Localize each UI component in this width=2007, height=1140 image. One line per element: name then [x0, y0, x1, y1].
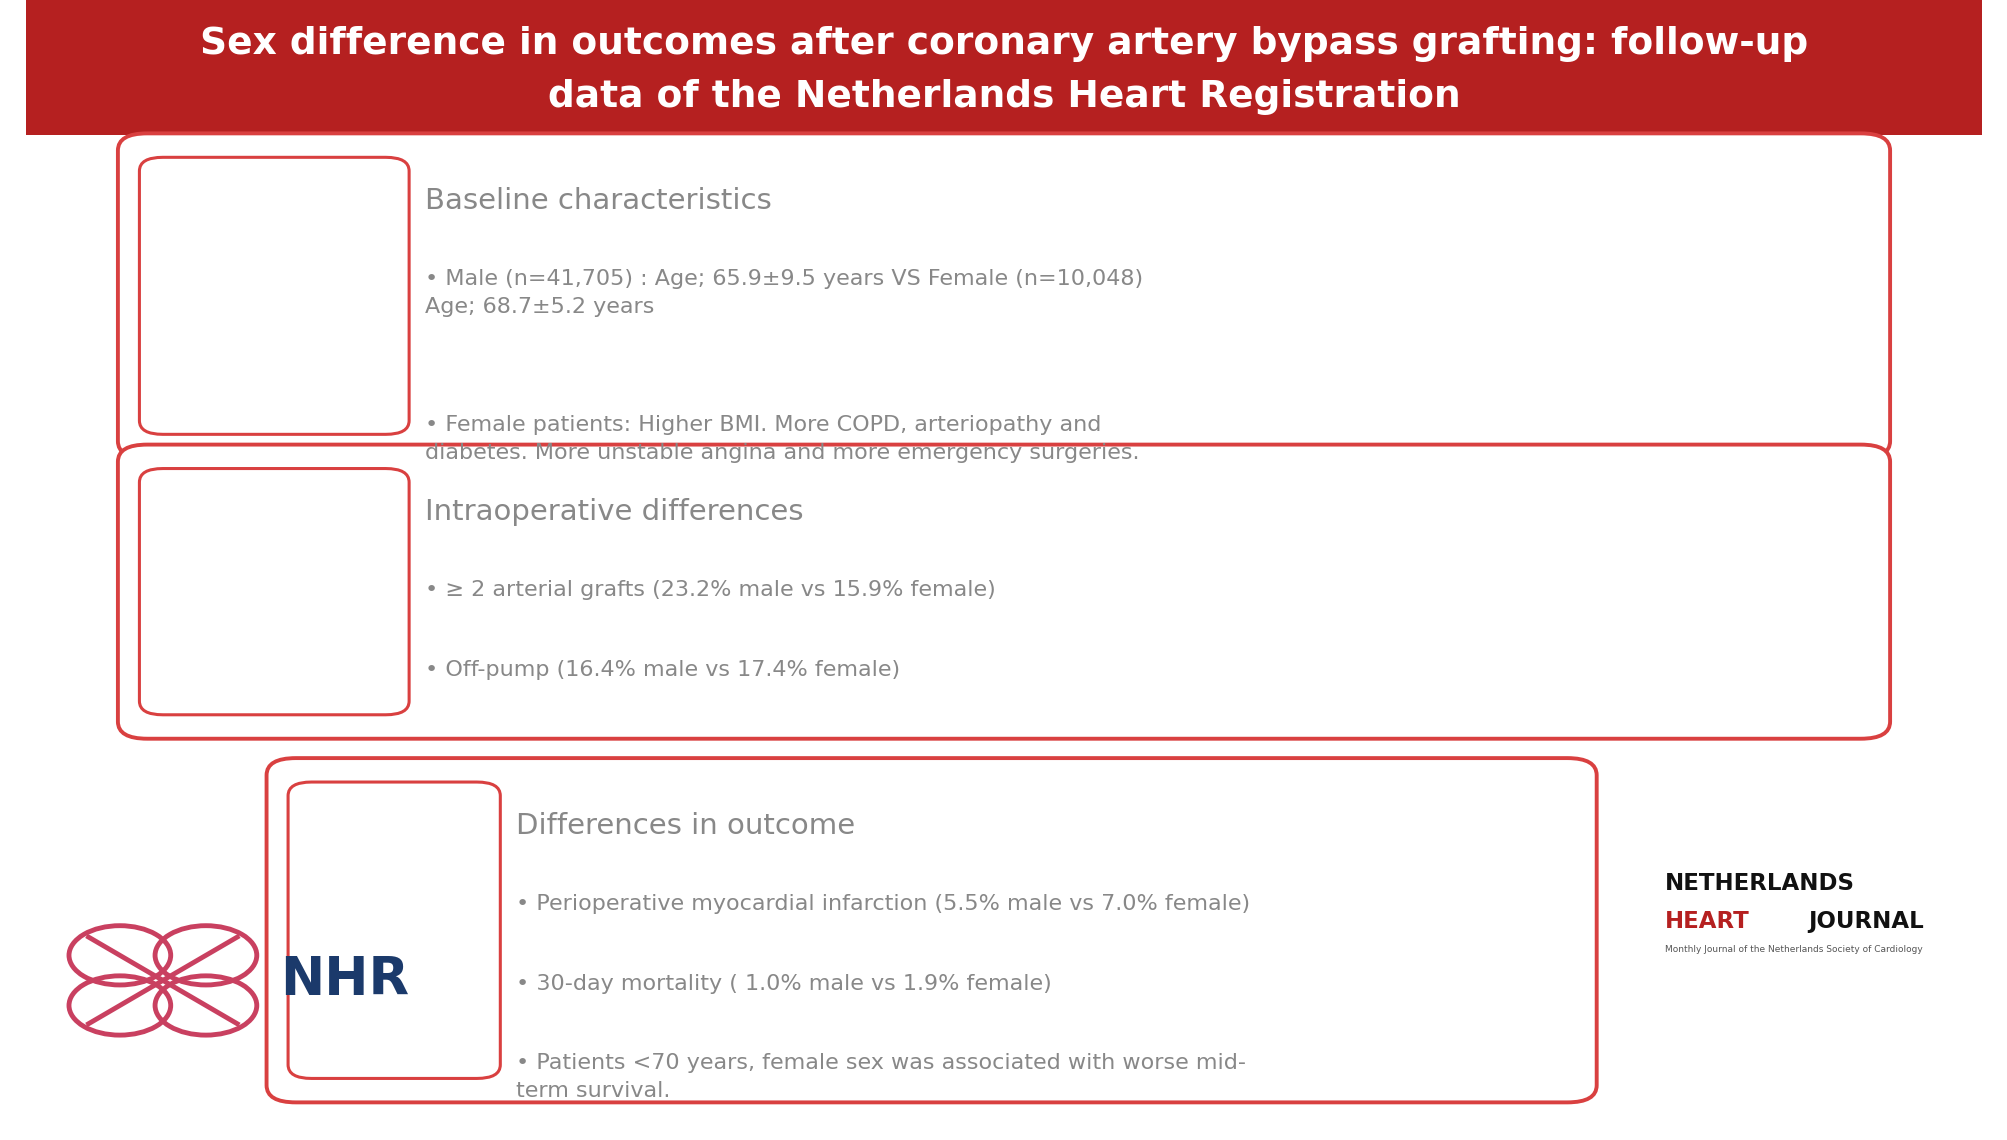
- FancyBboxPatch shape: [118, 445, 1889, 739]
- FancyBboxPatch shape: [267, 758, 1596, 1102]
- Text: Differences in outcome: Differences in outcome: [516, 812, 855, 840]
- Text: • Male (n=41,705) : Age; 65.9±9.5 years VS Female (n=10,048)
Age; 68.7±5.2 years: • Male (n=41,705) : Age; 65.9±9.5 years …: [425, 269, 1142, 317]
- FancyBboxPatch shape: [138, 469, 409, 715]
- Text: Monthly Journal of the Netherlands Society of Cardiology: Monthly Journal of the Netherlands Socie…: [1664, 945, 1923, 954]
- FancyBboxPatch shape: [26, 0, 1981, 135]
- Text: • ≥ 2 arterial grafts (23.2% male vs 15.9% female): • ≥ 2 arterial grafts (23.2% male vs 15.…: [425, 580, 995, 601]
- Text: NHR: NHR: [281, 954, 409, 1007]
- Text: Sex difference in outcomes after coronary artery bypass grafting: follow-up: Sex difference in outcomes after coronar…: [201, 26, 1806, 63]
- FancyBboxPatch shape: [138, 157, 409, 434]
- Text: Intraoperative differences: Intraoperative differences: [425, 498, 803, 527]
- FancyBboxPatch shape: [287, 782, 500, 1078]
- Text: Baseline characteristics: Baseline characteristics: [425, 187, 771, 215]
- Text: data of the Netherlands Heart Registration: data of the Netherlands Heart Registrati…: [548, 79, 1459, 115]
- Text: • 30-day mortality ( 1.0% male vs 1.9% female): • 30-day mortality ( 1.0% male vs 1.9% f…: [516, 974, 1052, 994]
- Text: • Female patients: Higher BMI. More COPD, arteriopathy and
diabetes. More unstab: • Female patients: Higher BMI. More COPD…: [425, 415, 1138, 463]
- FancyBboxPatch shape: [118, 133, 1889, 458]
- Text: • Patients <70 years, female sex was associated with worse mid-
term survival.: • Patients <70 years, female sex was ass…: [516, 1053, 1244, 1101]
- Text: • Perioperative myocardial infarction (5.5% male vs 7.0% female): • Perioperative myocardial infarction (5…: [516, 894, 1250, 914]
- Text: NETHERLANDS: NETHERLANDS: [1664, 872, 1854, 895]
- Text: JOURNAL: JOURNAL: [1806, 910, 1923, 933]
- Text: • Off-pump (16.4% male vs 17.4% female): • Off-pump (16.4% male vs 17.4% female): [425, 660, 899, 681]
- Text: HEART: HEART: [1664, 910, 1748, 933]
